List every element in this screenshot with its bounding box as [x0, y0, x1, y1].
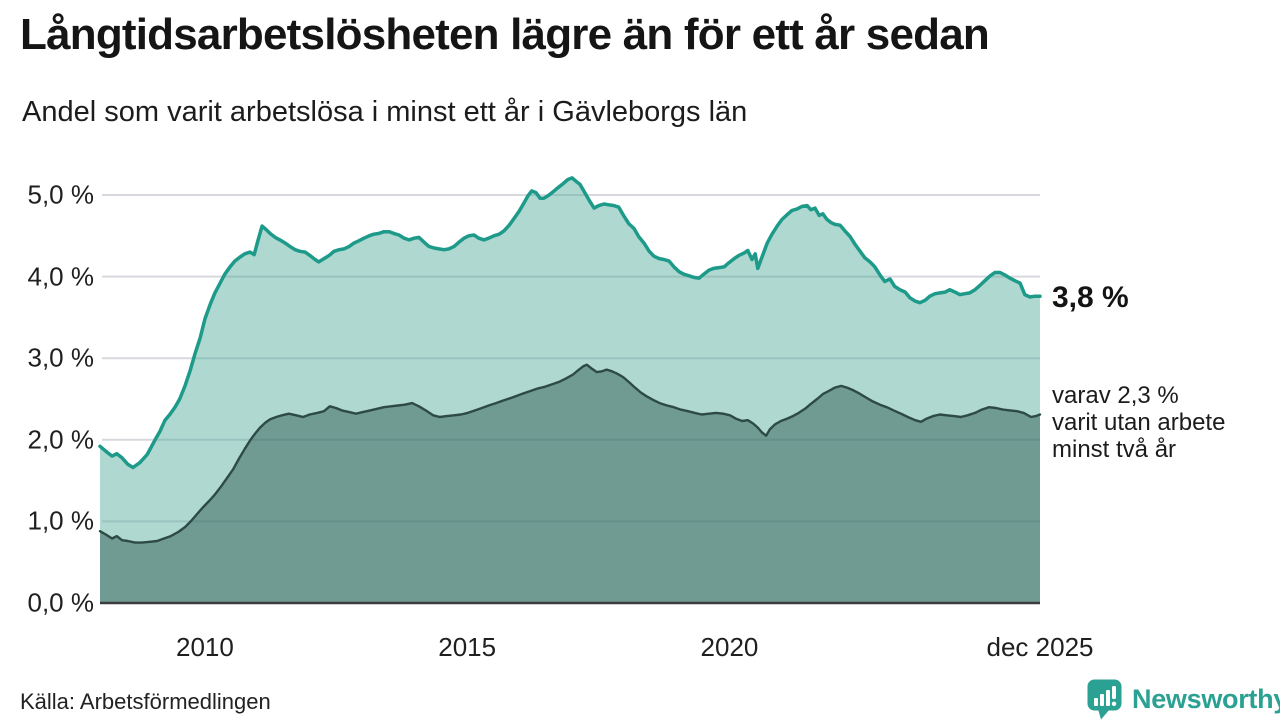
newsworthy-bar-chart-speech-bubble-icon — [1087, 679, 1122, 720]
newsworthy-wordmark: Newsworthy — [1132, 683, 1280, 714]
series-line-one-year — [98, 176, 1042, 470]
series2-end-note-line3: minst två år — [1052, 436, 1177, 463]
series2-end-note: varav 2,3 % varit utan arbete minst två … — [1052, 382, 1225, 463]
chart-subtitle: Andel som varit arbetslösa i minst ett å… — [22, 96, 748, 128]
series1-end-value-label: 3,8 % — [1052, 281, 1129, 314]
y-axis-tick-label: 0,0 % — [27, 587, 95, 618]
series2-end-note-line2: varit utan arbete — [1052, 409, 1226, 436]
source-note: Källa: Arbetsförmedlingen — [20, 689, 271, 714]
series-area-two-year — [100, 364, 1040, 603]
series-line-two-year — [98, 363, 1042, 544]
x-axis-tick-label: dec 2025 — [986, 632, 1094, 662]
x-axis-tick-label: 2020 — [700, 632, 759, 662]
series2-end-note-line1: varav 2,3 % — [1052, 382, 1179, 409]
y-axis-tick-label: 1,0 % — [27, 505, 95, 536]
x-axis-tick-label: 2015 — [438, 632, 497, 662]
y-axis-tick-label: 4,0 % — [27, 261, 95, 292]
x-axis-tick-label: 2010 — [175, 632, 234, 662]
newsworthy-logo: Newsworthy — [1086, 679, 1280, 720]
y-axis-tick-label: 2,0 % — [27, 424, 95, 455]
y-axis-tick-label: 5,0 % — [27, 179, 95, 210]
y-axis-tick-label: 3,0 % — [27, 342, 95, 373]
chart-title: Långtidsarbetslösheten lägre än för ett … — [20, 10, 990, 59]
